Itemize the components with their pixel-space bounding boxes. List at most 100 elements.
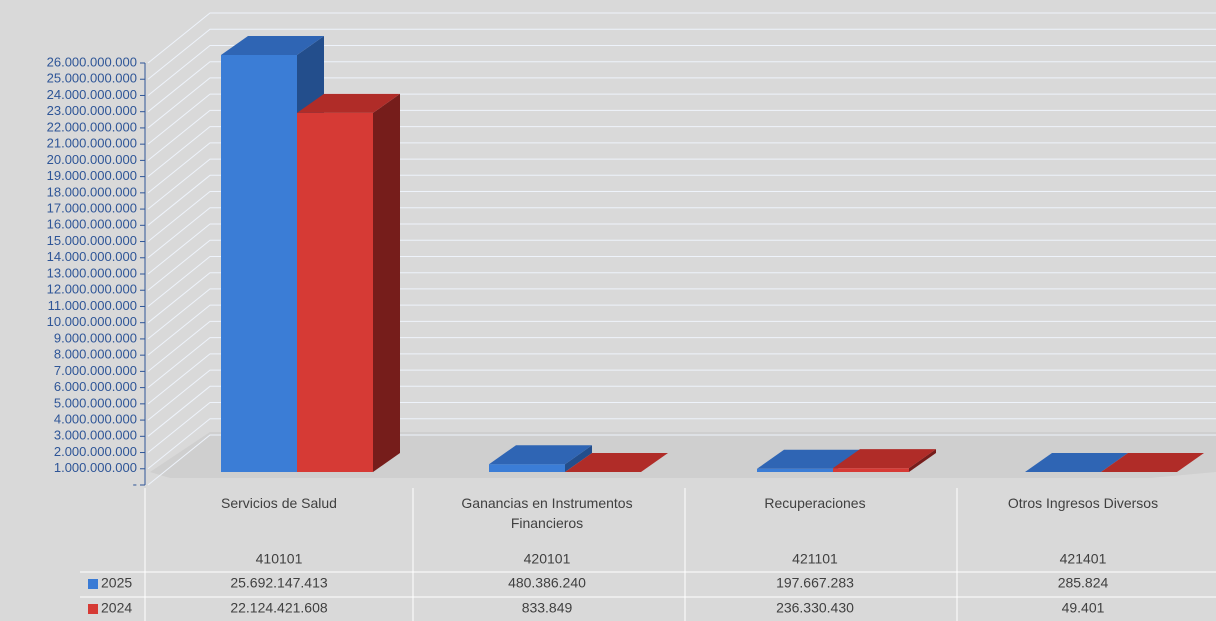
category-label-box: Servicios de Salud: [221, 495, 337, 511]
y-tick-label: 8.000.000.000: [54, 347, 137, 362]
y-tick-label: 7.000.000.000: [54, 363, 137, 378]
y-tick-label: 13.000.000.000: [47, 265, 137, 280]
y-tick-label: 17.000.000.000: [47, 201, 137, 216]
grid-line: [147, 385, 1216, 437]
grid-line: [147, 77, 1216, 129]
bar-front: [833, 468, 909, 472]
bar-front: [757, 468, 833, 472]
grid-line: [147, 44, 1216, 96]
bar-top: [1101, 452, 1204, 472]
y-tick-label: 2.000.000.000: [54, 444, 137, 459]
y-tick-label: 18.000.000.000: [47, 184, 137, 199]
grid-line: [147, 272, 1216, 324]
bar-front: [297, 112, 373, 472]
bar-top: [1025, 452, 1128, 472]
y-tick-label: 14.000.000.000: [47, 249, 137, 264]
table-value: 49.401: [1062, 600, 1105, 616]
y-tick-label: 10.000.000.000: [47, 314, 137, 329]
bar: [297, 93, 400, 472]
grid-line: [147, 239, 1216, 291]
bar-front: [221, 54, 297, 473]
y-tick-label: 23.000.000.000: [47, 103, 137, 118]
grid-line: [147, 353, 1216, 405]
bar: [833, 449, 936, 472]
y-tick-label: 4.000.000.000: [54, 412, 137, 427]
grid-line: [147, 402, 1216, 453]
category-code: 410101: [256, 551, 303, 567]
x-tick-label: Recuperaciones: [764, 495, 866, 511]
y-tick-label: 21.000.000.000: [47, 136, 137, 151]
y-tick-label: -: [133, 476, 137, 491]
bar-top: [565, 452, 668, 472]
grid-line: [147, 93, 1216, 145]
grid-line: [147, 28, 1216, 80]
bar-side: [1101, 452, 1128, 472]
y-tick-label: 26.000.000.000: [47, 54, 137, 69]
bar-top: [297, 93, 400, 113]
grid-line: [147, 255, 1216, 307]
bar: [1025, 452, 1128, 472]
grid-line: [147, 369, 1216, 421]
table-value: 285.824: [1058, 575, 1109, 591]
grid-line: [147, 61, 1216, 113]
category-code: 420101: [524, 551, 571, 567]
legend-swatch: [88, 604, 98, 614]
grid-line: [147, 12, 1216, 64]
y-tick-label: 9.000.000.000: [54, 330, 137, 345]
category-label-box: Recuperaciones: [764, 495, 866, 511]
grid-line: [147, 142, 1216, 194]
grid-line: [147, 191, 1216, 242]
grid-line: [147, 418, 1216, 470]
category-label-box: Otros Ingresos Diversos: [1008, 495, 1158, 511]
grid-line: [147, 223, 1216, 275]
y-tick-label: 22.000.000.000: [47, 119, 137, 134]
y-tick-label: 12.000.000.000: [47, 282, 137, 297]
bar-front: [489, 464, 565, 472]
bar-top: [757, 449, 860, 469]
table-value: 25.692.147.413: [230, 575, 328, 591]
y-tick-label: 19.000.000.000: [47, 168, 137, 183]
bar-top: [221, 35, 324, 55]
y-tick-label: 24.000.000.000: [47, 87, 137, 102]
table-value: 480.386.240: [508, 575, 586, 591]
grid-line: [147, 304, 1216, 356]
table-value: 236.330.430: [776, 600, 854, 616]
y-tick-label: 6.000.000.000: [54, 379, 137, 394]
category-label-box: Ganancias en Instrumentos Financieros: [461, 495, 633, 531]
y-tick-label: 11.000.000.000: [48, 298, 137, 313]
legend-label: 2024: [101, 600, 132, 616]
category-code: 421101: [792, 551, 838, 567]
x-tick-label: Ganancias en Instrumentos Financieros: [461, 495, 633, 531]
y-tick-label: 3.000.000.000: [54, 428, 137, 443]
grid-line: [147, 109, 1216, 161]
y-tick-label: 16.000.000.000: [47, 217, 137, 232]
y-tick-label: 25.000.000.000: [47, 71, 137, 86]
y-tick-label: 5.000.000.000: [54, 395, 137, 410]
legend-label: 2025: [101, 575, 132, 591]
table-value: 833.849: [522, 600, 573, 616]
y-tick-label: 1.000.000.000: [54, 460, 137, 475]
bar-side: [565, 445, 592, 472]
bar-side: [641, 452, 668, 472]
grid-line: [147, 288, 1216, 340]
grid-line: [147, 207, 1216, 259]
bar-side: [373, 93, 400, 472]
bar: [489, 445, 592, 472]
grid-line: [147, 337, 1216, 389]
grid-line: [147, 158, 1216, 210]
table-value: 22.124.421.608: [230, 600, 328, 616]
legend-swatch: [88, 579, 98, 589]
bar-top: [489, 445, 592, 465]
grid-line: [147, 126, 1216, 178]
grid-line: [147, 320, 1216, 372]
bar-side: [1177, 452, 1204, 472]
bar-top: [833, 449, 936, 469]
y-tick-label: 15.000.000.000: [47, 233, 137, 248]
bar-side: [909, 449, 936, 472]
x-tick-label: Servicios de Salud: [221, 495, 337, 511]
grid-line: [147, 174, 1216, 226]
grid-line: [147, 434, 1216, 486]
floor: [150, 432, 1216, 478]
category-code: 421401: [1060, 551, 1107, 567]
